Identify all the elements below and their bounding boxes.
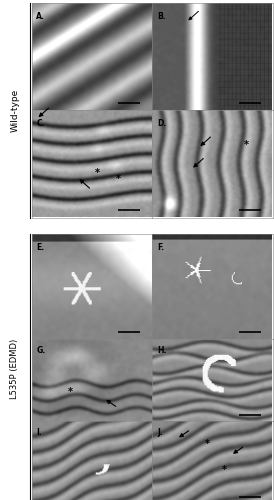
Text: F.: F.	[157, 242, 164, 252]
Text: I.: I.	[36, 428, 42, 436]
Text: J.: J.	[157, 428, 163, 436]
Text: L535P (EDMD): L535P (EDMD)	[10, 338, 19, 399]
Text: A.: A.	[36, 12, 45, 20]
Text: H.: H.	[157, 346, 167, 354]
Text: *: *	[67, 388, 72, 398]
Text: *: *	[95, 168, 100, 178]
Text: Wild-type: Wild-type	[10, 89, 19, 132]
Text: D.: D.	[157, 119, 167, 128]
Text: *: *	[222, 465, 227, 475]
Text: C.: C.	[36, 119, 45, 128]
Text: *: *	[205, 439, 210, 449]
Text: G.: G.	[36, 346, 45, 354]
Text: B.: B.	[157, 12, 166, 20]
Text: *: *	[244, 140, 249, 150]
Text: *: *	[116, 174, 121, 184]
Text: E.: E.	[36, 242, 44, 252]
